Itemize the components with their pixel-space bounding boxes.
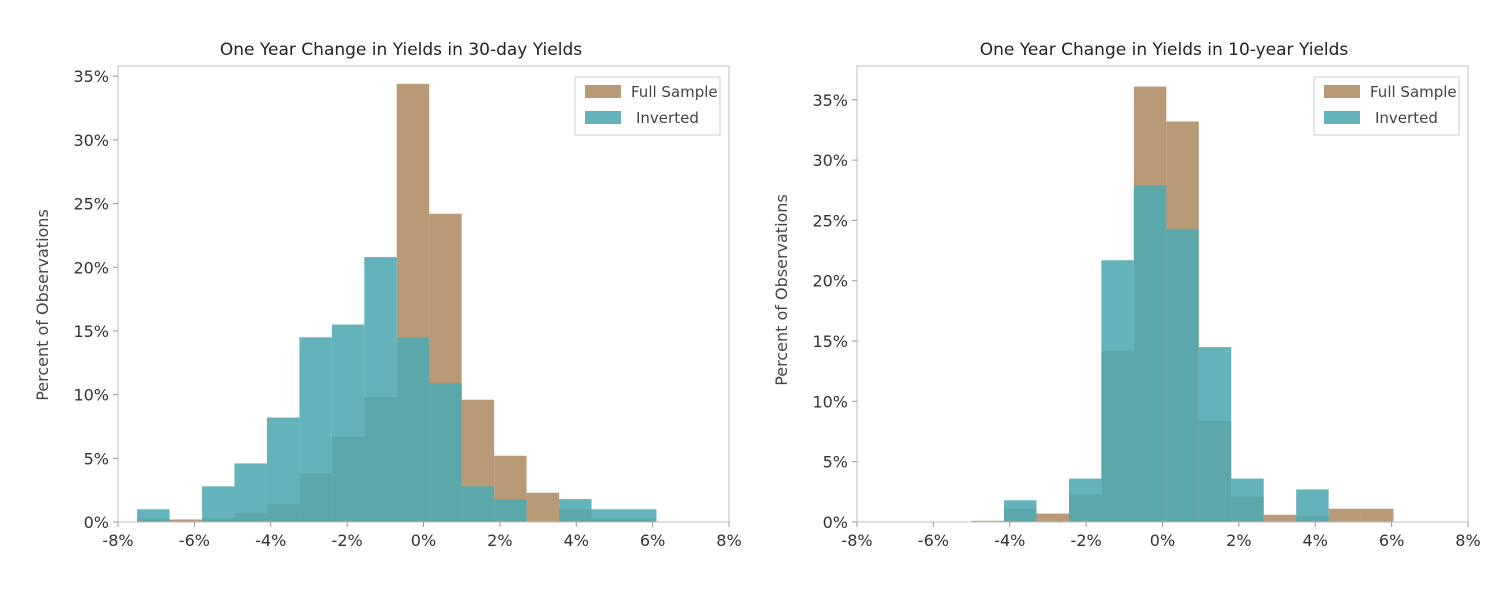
bar-inverted-15 bbox=[623, 509, 657, 522]
bar-full-sample-12 bbox=[526, 492, 560, 522]
bar-full-sample-1 bbox=[169, 519, 203, 522]
y-tick-label: 10% bbox=[73, 386, 109, 405]
y-tick-label: 15% bbox=[73, 322, 109, 341]
bar-inverted-6 bbox=[1166, 228, 1199, 522]
legend-label-full-sample: Full Sample bbox=[631, 83, 718, 101]
y-tick-label: 5% bbox=[823, 453, 848, 472]
legend-label-full-sample: Full Sample bbox=[1370, 83, 1457, 101]
bar-full-sample-12 bbox=[1361, 508, 1394, 522]
bar-inverted-1 bbox=[1004, 500, 1037, 522]
bar-inverted-4 bbox=[266, 417, 300, 522]
bar-inverted-7 bbox=[1198, 347, 1232, 522]
y-tick-label: 10% bbox=[812, 392, 848, 411]
chart-title: One Year Change in Yields in 30-day Yiel… bbox=[220, 40, 582, 60]
x-tick-label: -2% bbox=[332, 531, 363, 550]
x-tick-label: 6% bbox=[640, 531, 665, 550]
bar-inverted-5 bbox=[1133, 185, 1167, 522]
bar-inverted-6 bbox=[331, 324, 365, 522]
x-tick-label: -6% bbox=[179, 531, 210, 550]
y-tick-label: 35% bbox=[73, 67, 109, 86]
legend-swatch-full-sample bbox=[1324, 85, 1360, 98]
y-tick-label: 20% bbox=[812, 272, 848, 291]
bar-inverted-7 bbox=[364, 257, 397, 522]
legend-label-inverted: Inverted bbox=[636, 109, 699, 127]
bar-full-sample-2 bbox=[1036, 513, 1069, 522]
x-tick-label: -8% bbox=[841, 531, 872, 550]
legend: Full Sample Inverted bbox=[1313, 76, 1460, 136]
x-tick-label: 4% bbox=[564, 531, 589, 550]
bar-inverted-0 bbox=[137, 509, 170, 522]
x-tick-label: 0% bbox=[1150, 531, 1175, 550]
y-tick-label: 30% bbox=[73, 131, 109, 150]
x-tick-label: 0% bbox=[411, 531, 436, 550]
chart-10-year-yields: One Year Change in Yields in 10-year Yie… bbox=[772, 40, 1481, 550]
legend: Full Sample Inverted bbox=[574, 76, 721, 136]
y-axis-label: Percent of Observations bbox=[33, 209, 52, 401]
y-tick-label: 20% bbox=[73, 258, 109, 277]
bar-inverted-11 bbox=[494, 499, 527, 522]
bars bbox=[137, 83, 657, 523]
x-tick-label: 2% bbox=[487, 531, 512, 550]
y-tick-label: 0% bbox=[84, 513, 109, 532]
y-axis-label: Percent of Observations bbox=[772, 194, 791, 386]
y-tick-label: 25% bbox=[73, 195, 109, 214]
x-tick-label: -2% bbox=[1071, 531, 1102, 550]
bars bbox=[971, 86, 1394, 522]
legend-swatch-inverted bbox=[1324, 111, 1360, 124]
bar-inverted-10 bbox=[1296, 489, 1329, 522]
bar-inverted-14 bbox=[591, 509, 624, 522]
x-tick-label: -4% bbox=[994, 531, 1025, 550]
bar-inverted-2 bbox=[202, 486, 235, 522]
x-tick-label: 8% bbox=[716, 531, 741, 550]
y-tick-label: 15% bbox=[812, 332, 848, 351]
bar-inverted-8 bbox=[396, 337, 430, 522]
y-tick-label: 5% bbox=[84, 449, 109, 468]
x-tick-label: -8% bbox=[102, 531, 133, 550]
bar-inverted-9 bbox=[429, 383, 462, 522]
x-tick-label: 4% bbox=[1303, 531, 1328, 550]
bar-inverted-13 bbox=[559, 499, 592, 522]
bar-full-sample-11 bbox=[1328, 508, 1362, 522]
bar-inverted-4 bbox=[1101, 260, 1134, 522]
x-tick-label: 8% bbox=[1455, 531, 1480, 550]
bar-full-sample-9 bbox=[1263, 514, 1297, 522]
bar-inverted-10 bbox=[461, 486, 495, 522]
bar-full-sample-0 bbox=[971, 520, 1005, 522]
y-tick-label: 30% bbox=[812, 151, 848, 170]
bar-inverted-3 bbox=[234, 463, 267, 522]
legend-label-inverted: Inverted bbox=[1375, 109, 1438, 127]
x-tick-label: 6% bbox=[1379, 531, 1404, 550]
legend-swatch-full-sample bbox=[585, 85, 621, 98]
chart-30-day-yields: One Year Change in Yields in 30-day Yiel… bbox=[33, 40, 742, 550]
x-tick-label: -6% bbox=[918, 531, 949, 550]
y-tick-label: 35% bbox=[812, 91, 848, 110]
y-tick-label: 25% bbox=[812, 211, 848, 230]
y-tick-label: 0% bbox=[823, 513, 848, 532]
x-tick-label: -4% bbox=[255, 531, 286, 550]
bar-inverted-8 bbox=[1231, 478, 1264, 522]
chart-title: One Year Change in Yields in 10-year Yie… bbox=[980, 40, 1349, 60]
bar-inverted-3 bbox=[1068, 478, 1102, 522]
legend-swatch-inverted bbox=[585, 111, 621, 124]
bar-inverted-5 bbox=[299, 337, 332, 522]
x-tick-label: 2% bbox=[1226, 531, 1251, 550]
